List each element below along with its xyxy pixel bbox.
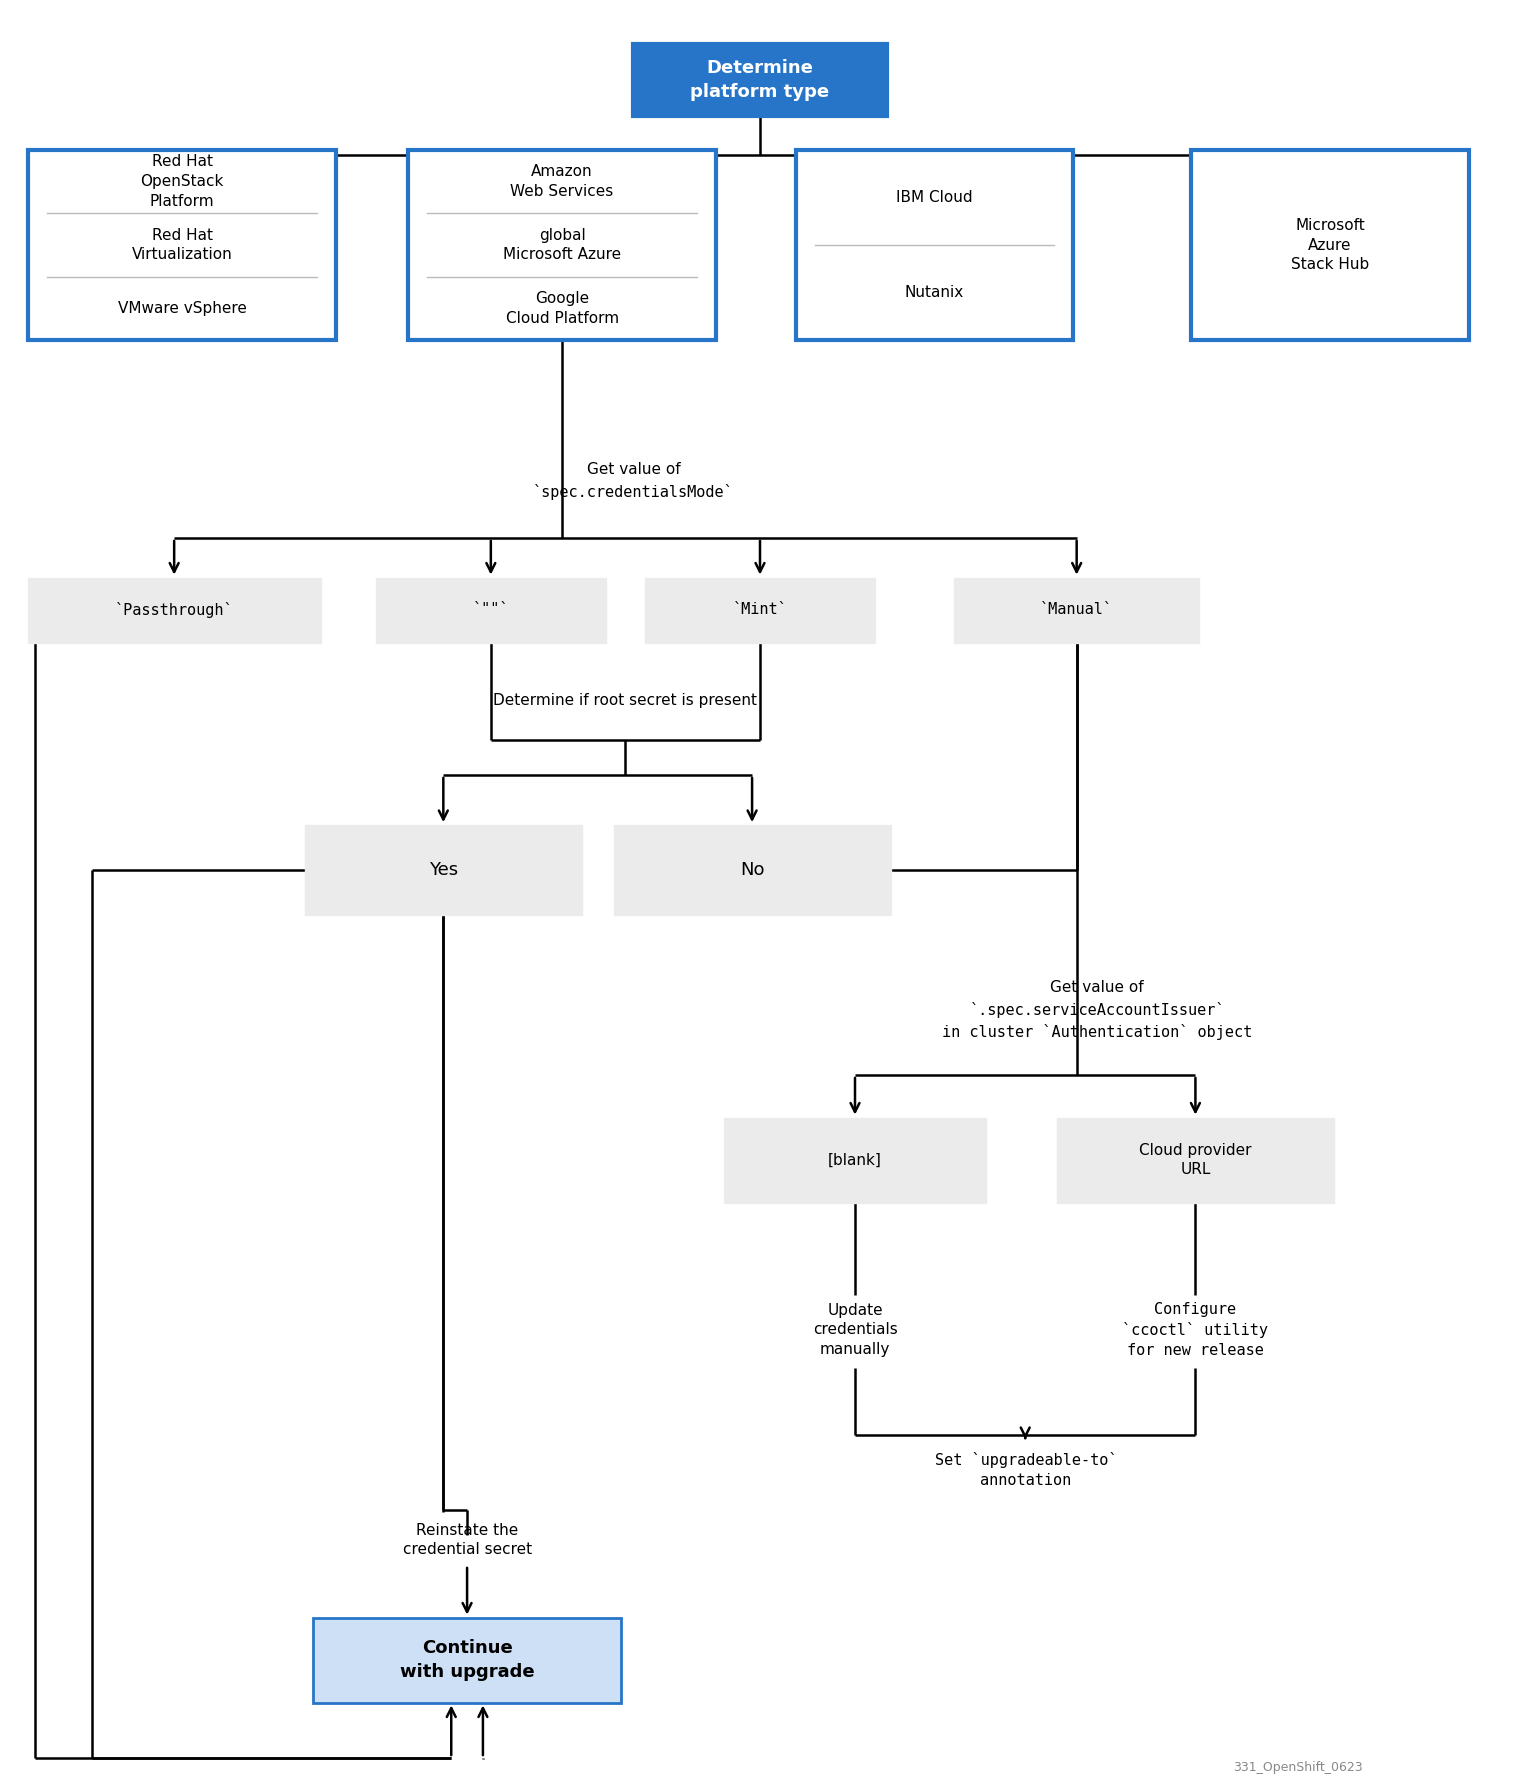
Text: IBM Cloud: IBM Cloud: [895, 191, 973, 205]
Text: Nutanix: Nutanix: [904, 285, 964, 300]
Text: VMware vSphere: VMware vSphere: [117, 301, 246, 316]
Text: `""`: `""`: [473, 603, 509, 617]
Text: in cluster `Authentication` object: in cluster `Authentication` object: [942, 1024, 1252, 1040]
Text: `spec.credentialsMode`: `spec.credentialsMode`: [534, 483, 734, 500]
Text: Red Hat
Virtualization: Red Hat Virtualization: [132, 228, 233, 262]
Bar: [795, 150, 1073, 341]
Text: Continue
with upgrade: Continue with upgrade: [400, 1639, 535, 1681]
Text: `Manual`: `Manual`: [1040, 603, 1113, 617]
Text: Update
credentials
manually: Update credentials manually: [813, 1302, 897, 1358]
Text: Yes: Yes: [429, 862, 458, 880]
Text: 331_OpenShift_0623: 331_OpenShift_0623: [1234, 1761, 1363, 1775]
Text: Red Hat
OpenStack
Platform: Red Hat OpenStack Platform: [140, 155, 223, 209]
Bar: [644, 578, 876, 642]
Text: `Passthrough`: `Passthrough`: [116, 601, 234, 617]
Bar: [375, 578, 605, 642]
Bar: [634, 45, 886, 116]
Bar: [1056, 1117, 1335, 1202]
Bar: [306, 824, 582, 915]
Text: `.spec.serviceAccountIssuer`: `.spec.serviceAccountIssuer`: [970, 1003, 1225, 1019]
Bar: [1192, 150, 1468, 341]
Text: [blank]: [blank]: [828, 1152, 882, 1167]
Text: Configure
`ccoctl` utility
for new release: Configure `ccoctl` utility for new relea…: [1122, 1302, 1268, 1358]
Bar: [725, 1117, 985, 1202]
Bar: [955, 578, 1199, 642]
Text: Amazon
Web Services: Amazon Web Services: [511, 164, 614, 200]
Bar: [614, 824, 891, 915]
Text: No: No: [740, 862, 765, 880]
Text: global
Microsoft Azure: global Microsoft Azure: [503, 228, 622, 262]
Text: Cloud provider
URL: Cloud provider URL: [1138, 1142, 1251, 1177]
Text: Google
Cloud Platform: Google Cloud Platform: [506, 291, 619, 326]
Text: `Mint`: `Mint`: [733, 603, 787, 617]
Text: Reinstate the
credential secret: Reinstate the credential secret: [403, 1522, 532, 1557]
Text: Determine if root secret is present: Determine if root secret is present: [494, 692, 757, 708]
Text: Set `upgradeable-to`
annotation: Set `upgradeable-to` annotation: [935, 1452, 1117, 1488]
Bar: [407, 150, 716, 341]
Bar: [313, 1618, 622, 1702]
Bar: [27, 150, 336, 341]
Bar: [27, 578, 321, 642]
Text: Get value of: Get value of: [587, 462, 679, 478]
Text: Microsoft
Azure
Stack Hub: Microsoft Azure Stack Hub: [1290, 218, 1370, 273]
Text: Determine
platform type: Determine platform type: [690, 59, 830, 102]
Text: Get value of: Get value of: [1050, 981, 1145, 995]
